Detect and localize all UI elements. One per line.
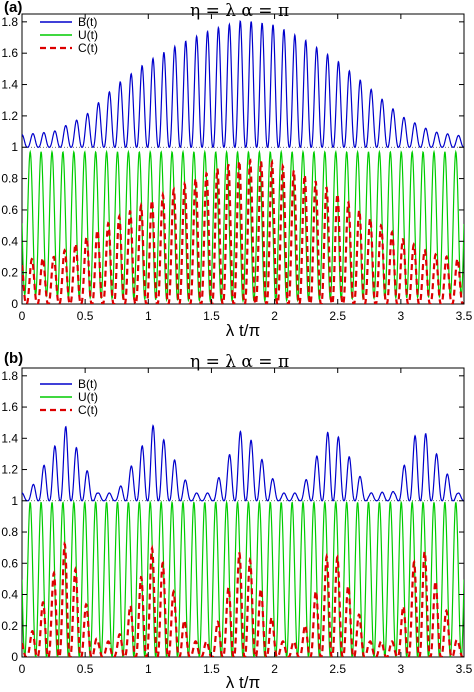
legend-label: C(t) xyxy=(78,403,98,417)
x-tick-label: 1.5 xyxy=(203,662,220,676)
chart-panel-2: 0 0.5 1 1.5 2 2.5 3 3.5 0 0.2 0.4 0.6 0.8 1 1.2 1.4 1.6 1… xyxy=(1,350,472,692)
chart-title: η = λ α = π xyxy=(190,352,289,372)
axes-box xyxy=(21,13,465,305)
series-line-bt xyxy=(22,20,464,148)
x-tick-label: 1.5 xyxy=(203,309,220,323)
chart-panel-1: 0 0.5 1 1.5 2 2.5 3 3.5 0 0.2 0.4 0.6 0.8 1 1.2 1.4 1.6 1… xyxy=(1,0,472,340)
chart-title: η = λ α = π xyxy=(190,1,289,21)
x-tick-label: 2 xyxy=(271,662,278,676)
y-tick-label: 1 xyxy=(11,140,18,154)
y-tick-label: 0.2 xyxy=(1,619,18,633)
legend-label: B(t) xyxy=(78,377,97,391)
x-tick-label: 0.5 xyxy=(77,309,94,323)
series-line-bt xyxy=(22,424,464,502)
series-line-ut xyxy=(22,500,464,657)
x-tick-label: 0 xyxy=(19,309,26,323)
series-line-ut xyxy=(22,149,464,304)
panel-label: (b) xyxy=(4,350,23,367)
y-tick-label: 1.8 xyxy=(1,369,18,383)
y-tick-label: 0.6 xyxy=(1,203,18,217)
x-tick-label: 0.5 xyxy=(77,662,94,676)
x-axis-label: λ t/π xyxy=(226,321,260,340)
y-tick-label: 0.8 xyxy=(1,172,18,186)
x-tick-label: 3 xyxy=(398,662,405,676)
y-tick-label: 1.8 xyxy=(1,15,18,29)
y-tick-label: 0.6 xyxy=(1,556,18,570)
y-tick-label: 0 xyxy=(11,297,18,311)
y-tick-label: 1.6 xyxy=(1,46,18,60)
legend-label: C(t) xyxy=(78,41,98,55)
x-axis-label: λ t/π xyxy=(226,673,260,692)
y-tick-label: 1.6 xyxy=(1,400,18,414)
x-tick-label: 3.5 xyxy=(456,662,473,676)
series-line-ct xyxy=(22,541,464,657)
y-tick-label: 0.4 xyxy=(1,234,18,248)
x-tick-label: 0 xyxy=(19,662,26,676)
y-tick-label: 1 xyxy=(11,494,18,508)
y-tick-label: 1.2 xyxy=(1,463,18,477)
legend-label: U(t) xyxy=(78,28,98,42)
plot-area xyxy=(22,20,464,304)
x-tick-label: 2.5 xyxy=(329,662,346,676)
legend-label: U(t) xyxy=(78,390,98,404)
x-tick-label: 2.5 xyxy=(329,309,346,323)
y-tick-label: 0.8 xyxy=(1,525,18,539)
y-tick-label: 0 xyxy=(11,650,18,664)
x-tick-label: 1 xyxy=(145,662,152,676)
x-tick-label: 3.5 xyxy=(456,309,473,323)
y-tick-label: 0.4 xyxy=(1,588,18,602)
x-tick-label: 1 xyxy=(145,309,152,323)
legend: B(t)U(t)C(t) xyxy=(40,377,98,417)
plot-area xyxy=(22,424,464,657)
x-tick-label: 2 xyxy=(271,309,278,323)
y-tick-label: 1.2 xyxy=(1,109,18,123)
y-tick-label: 1.4 xyxy=(1,431,18,445)
series-line-ct xyxy=(22,158,464,304)
legend: B(t)U(t)C(t) xyxy=(40,15,98,55)
panel-label: (a) xyxy=(4,0,22,16)
legend-label: B(t) xyxy=(78,15,97,29)
y-tick-label: 0.2 xyxy=(1,266,18,280)
x-tick-label: 3 xyxy=(398,309,405,323)
y-tick-label: 1.4 xyxy=(1,78,18,92)
